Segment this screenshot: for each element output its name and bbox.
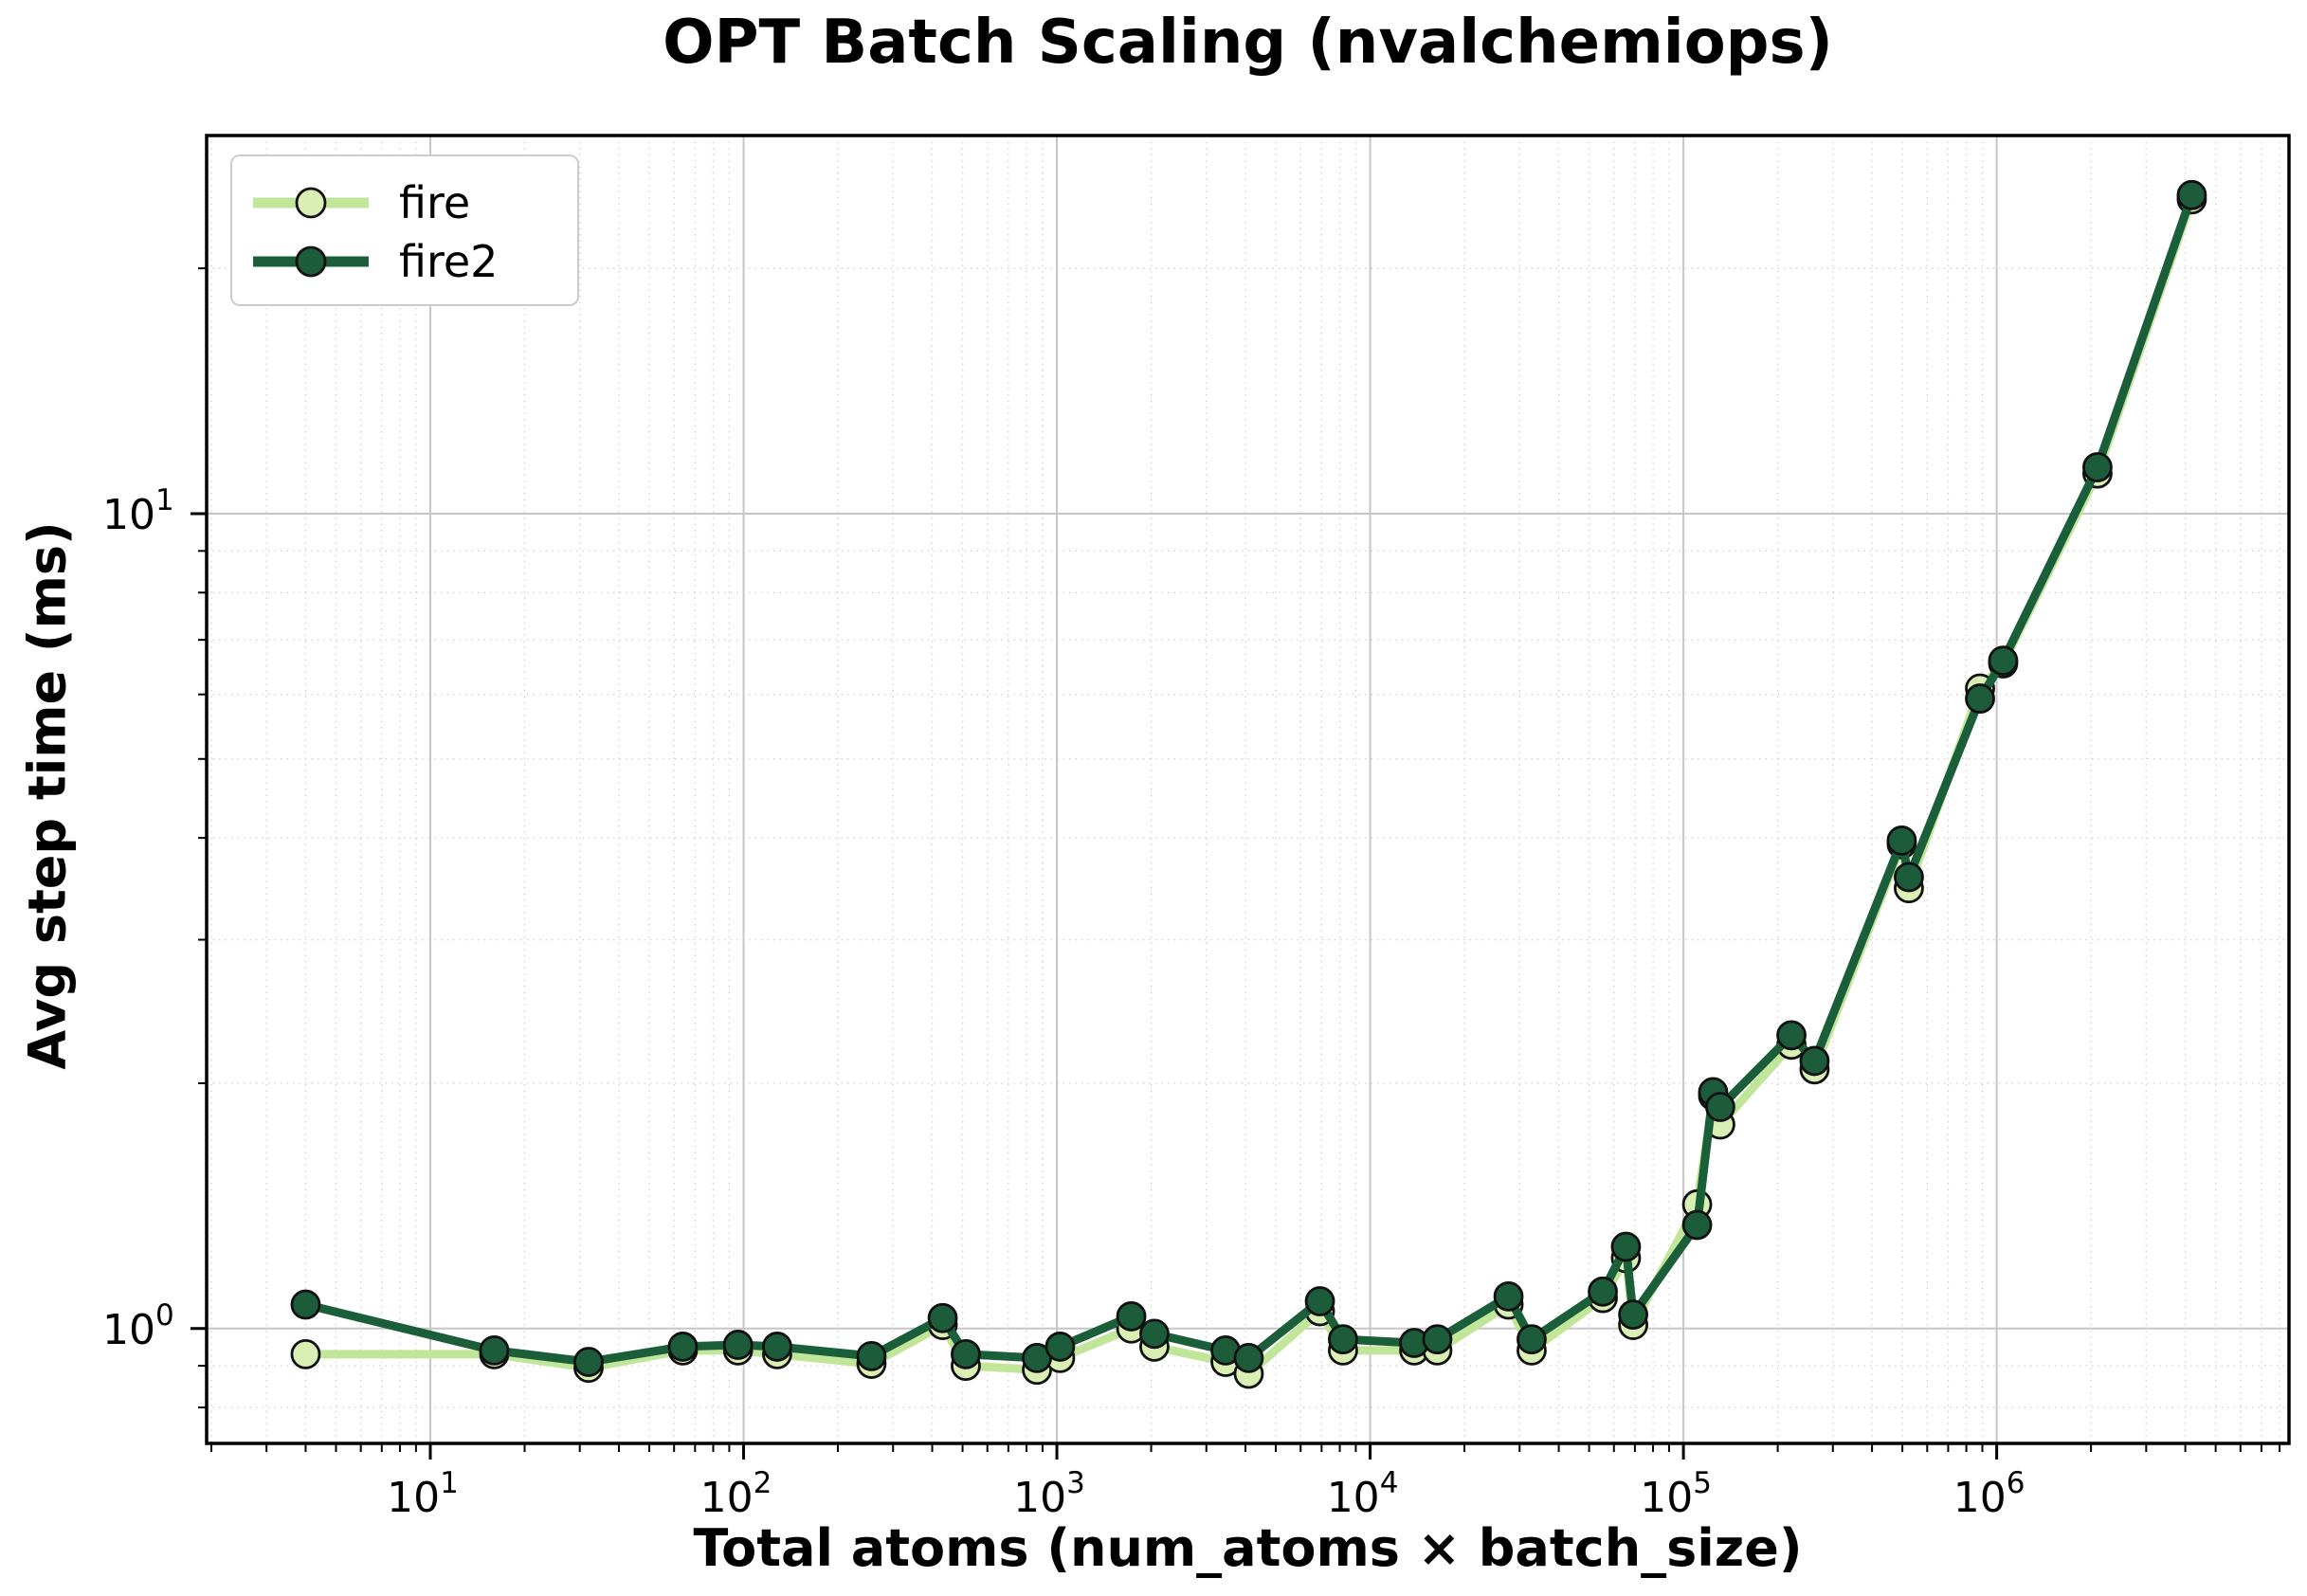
- series-fire2-marker: [762, 1332, 792, 1362]
- series-fire2-marker: [1116, 1301, 1147, 1332]
- series-fire2-marker: [1705, 1092, 1735, 1122]
- chart-title: OPT Batch Scaling (nvalchemiops): [663, 8, 1833, 78]
- legend: fire fire2: [230, 154, 579, 306]
- series-fire2-marker: [722, 1330, 754, 1360]
- series-fire2-marker: [479, 1334, 510, 1366]
- series-fire2-marker: [667, 1332, 699, 1362]
- legend-entry-fire: fire: [249, 173, 568, 232]
- series-fire2-marker: [2082, 452, 2113, 482]
- legend-entry-fire2: fire2: [249, 232, 568, 291]
- series-fire2-line: [300, 190, 2196, 1367]
- series-fire-marker: [290, 1338, 321, 1369]
- series-fire2-marker: [951, 1338, 981, 1369]
- x-tick-label: 106: [1953, 1466, 2025, 1522]
- series-fire2-marker: [1139, 1318, 1170, 1350]
- series-fire2-marker: [1422, 1324, 1453, 1355]
- x-tick-label: 104: [1327, 1466, 1399, 1522]
- legend-marker-fire2-icon: [253, 245, 369, 278]
- series-fire2-marker: [290, 1289, 321, 1320]
- series-fire2-marker: [1681, 1209, 1713, 1241]
- series-fire2-marker: [573, 1347, 604, 1377]
- series-fire2-marker: [1988, 645, 2019, 677]
- series-fire2-marker: [1328, 1324, 1358, 1355]
- series-fire2-marker: [1618, 1299, 1648, 1331]
- series-fire2-marker: [1965, 683, 1995, 714]
- y-tick-label: 101: [102, 483, 174, 539]
- x-tick-label: 101: [387, 1466, 459, 1522]
- series-fire2-marker: [1886, 825, 1917, 856]
- y-tick-label: 100: [102, 1298, 174, 1354]
- series-fire2-marker: [1894, 861, 1924, 893]
- legend-marker-fire-icon: [253, 187, 369, 219]
- series-fire2-marker: [1799, 1045, 1830, 1077]
- series-fire2-marker: [927, 1302, 958, 1333]
- legend-label-fire2: fire2: [399, 236, 499, 287]
- plot-frame: [205, 134, 2291, 1445]
- series-fire2-marker: [1610, 1231, 1642, 1262]
- series-fire2-marker: [1493, 1280, 1524, 1312]
- x-tick-label: 103: [1013, 1466, 1085, 1522]
- series-fire2-marker: [1045, 1332, 1076, 1362]
- legend-label-fire: fire: [399, 177, 471, 228]
- series-fire2-marker: [856, 1340, 887, 1371]
- x-tick-label: 105: [1640, 1466, 1712, 1522]
- series-fire2-marker: [1588, 1276, 1618, 1307]
- series-fire2-marker: [1233, 1343, 1264, 1373]
- y-axis-label: Avg step time (ms): [17, 521, 78, 1070]
- x-axis-label: Total atoms (num_atoms × batch_size): [693, 1518, 1803, 1578]
- x-tick-label: 102: [700, 1466, 772, 1522]
- series-fire2-marker: [1517, 1324, 1547, 1355]
- series-fire2-marker: [1776, 1020, 1807, 1051]
- series-fire2-marker: [1304, 1286, 1335, 1316]
- series-fire2-marker: [2176, 179, 2207, 210]
- series-fire-line: [300, 194, 2196, 1379]
